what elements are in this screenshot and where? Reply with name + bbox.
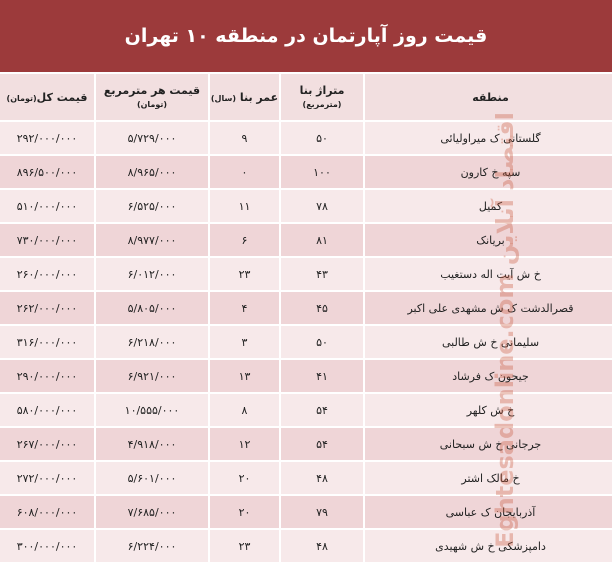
- cell-age: ۲۰: [210, 462, 279, 494]
- cell-price-sqm: ۶/۲۱۸/۰۰۰: [96, 326, 208, 358]
- cell-age: ۱۱: [210, 190, 279, 222]
- cell-total: ۷۳۰/۰۰۰/۰۰۰: [0, 224, 94, 256]
- table-row: آذربایجان ک عباسی ۷۹ ۲۰ ۷/۶۸۵/۰۰۰ ۶۰۸/۰۰۰/۰۰…: [0, 496, 612, 528]
- cell-total: ۳۱۶/۰۰۰/۰۰۰: [0, 326, 94, 358]
- cell-age: ۸: [210, 394, 279, 426]
- cell-total: ۶۰۸/۰۰۰/۰۰۰: [0, 496, 94, 528]
- cell-area: ۴۱: [281, 360, 363, 392]
- cell-region: کمیل: [365, 190, 612, 222]
- cell-age: ۶: [210, 224, 279, 256]
- cell-total: ۲۶۷/۰۰۰/۰۰۰: [0, 428, 94, 460]
- cell-region: خ ش آیت اله دستغیب: [365, 258, 612, 290]
- cell-total: ۳۰۰/۰۰۰/۰۰۰: [0, 530, 94, 562]
- cell-area: ۱۰۰: [281, 156, 363, 188]
- cell-total: ۲۶۰/۰۰۰/۰۰۰: [0, 258, 94, 290]
- table-row: گلستانی ک میراولیائی ۵۰ ۹ ۵/۷۲۹/۰۰۰ ۲۹۲/۰۰۰/…: [0, 122, 612, 154]
- table-row: جیحون ک فرشاد ۴۱ ۱۳ ۶/۹۲۱/۰۰۰ ۲۹۰/۰۰۰/۰۰۰: [0, 360, 612, 392]
- cell-area: ۷۹: [281, 496, 363, 528]
- cell-age: ۴: [210, 292, 279, 324]
- header-total: قیمت کل(تومان): [0, 74, 94, 120]
- cell-price-sqm: ۶/۵۲۵/۰۰۰: [96, 190, 208, 222]
- cell-price-sqm: ۷/۶۸۵/۰۰۰: [96, 496, 208, 528]
- cell-area: ۸۱: [281, 224, 363, 256]
- cell-price-sqm: ۸/۹۷۷/۰۰۰: [96, 224, 208, 256]
- cell-price-sqm: ۶/۹۲۱/۰۰۰: [96, 360, 208, 392]
- cell-area: ۵۴: [281, 394, 363, 426]
- cell-area: ۴۵: [281, 292, 363, 324]
- cell-region: بریانک: [365, 224, 612, 256]
- table-row: خ ش آیت اله دستغیب ۴۳ ۲۳ ۶/۰۱۲/۰۰۰ ۲۶۰/۰۰۰/۰…: [0, 258, 612, 290]
- header-area-unit: (مترمربع): [302, 100, 342, 109]
- cell-total: ۲۷۲/۰۰۰/۰۰۰: [0, 462, 94, 494]
- page-title: قیمت روز آپارتمان در منطقه ۱۰ تهران: [0, 0, 612, 72]
- cell-region: جرجانی خ ش سبحانی: [365, 428, 612, 460]
- cell-area: ۴۳: [281, 258, 363, 290]
- cell-region: قصرالدشت ک ش مشهدی علی اکبر: [365, 292, 612, 324]
- cell-area: ۵۰: [281, 326, 363, 358]
- cell-price-sqm: ۵/۸۰۵/۰۰۰: [96, 292, 208, 324]
- cell-area: ۴۸: [281, 462, 363, 494]
- header-price-sqm: قیمت هر مترمربع (تومان): [96, 74, 208, 120]
- cell-age: ۱۳: [210, 360, 279, 392]
- cell-age: ۹: [210, 122, 279, 154]
- cell-price-sqm: ۶/۰۱۲/۰۰۰: [96, 258, 208, 290]
- table-row: سپه خ کارون ۱۰۰ ۰ ۸/۹۶۵/۰۰۰ ۸۹۶/۵۰۰/۰۰۰: [0, 156, 612, 188]
- cell-region: جیحون ک فرشاد: [365, 360, 612, 392]
- cell-total: ۵۱۰/۰۰۰/۰۰۰: [0, 190, 94, 222]
- cell-region: سلیمانی خ ش طالبی: [365, 326, 612, 358]
- cell-region: سپه خ کارون: [365, 156, 612, 188]
- table-row: بریانک ۸۱ ۶ ۸/۹۷۷/۰۰۰ ۷۳۰/۰۰۰/۰۰۰: [0, 224, 612, 256]
- header-age-label: عمر بنا: [239, 90, 279, 104]
- cell-region: خ مالک اشتر: [365, 462, 612, 494]
- cell-area: ۷۸: [281, 190, 363, 222]
- table-row: قصرالدشت ک ش مشهدی علی اکبر ۴۵ ۴ ۵/۸۰۵/۰۰۰ ۲…: [0, 292, 612, 324]
- cell-age: ۳: [210, 326, 279, 358]
- cell-age: ۱۲: [210, 428, 279, 460]
- cell-total: ۲۹۰/۰۰۰/۰۰۰: [0, 360, 94, 392]
- cell-total: ۲۹۲/۰۰۰/۰۰۰: [0, 122, 94, 154]
- header-region-label: منطقه: [472, 90, 509, 104]
- cell-age: ۲۳: [210, 258, 279, 290]
- cell-price-sqm: ۵/۶۰۱/۰۰۰: [96, 462, 208, 494]
- header-total-unit: (تومان): [6, 93, 37, 103]
- header-price-sqm-unit: (تومان): [136, 100, 168, 109]
- table-row: جرجانی خ ش سبحانی ۵۴ ۱۲ ۴/۹۱۸/۰۰۰ ۲۶۷/۰۰۰/۰۰…: [0, 428, 612, 460]
- cell-region: خ ش کلهر: [365, 394, 612, 426]
- header-age-unit: (سال): [210, 93, 236, 103]
- cell-area: ۴۸: [281, 530, 363, 562]
- cell-price-sqm: ۵/۷۲۹/۰۰۰: [96, 122, 208, 154]
- cell-price-sqm: ۴/۹۱۸/۰۰۰: [96, 428, 208, 460]
- table-row: خ ش کلهر ۵۴ ۸ ۱۰/۵۵۵/۰۰۰ ۵۸۰/۰۰۰/۰۰۰: [0, 394, 612, 426]
- header-area: متراژ بنا (مترمربع): [281, 74, 363, 120]
- cell-region: دامپزشکی خ ش شهیدی: [365, 530, 612, 562]
- table-row: کمیل ۷۸ ۱۱ ۶/۵۲۵/۰۰۰ ۵۱۰/۰۰۰/۰۰۰: [0, 190, 612, 222]
- cell-age: ۰: [210, 156, 279, 188]
- header-price-sqm-label: قیمت هر مترمربع: [103, 84, 201, 97]
- table-row: خ مالک اشتر ۴۸ ۲۰ ۵/۶۰۱/۰۰۰ ۲۷۲/۰۰۰/۰۰۰: [0, 462, 612, 494]
- cell-area: ۵۴: [281, 428, 363, 460]
- table-row: دامپزشکی خ ش شهیدی ۴۸ ۲۳ ۶/۲۲۴/۰۰۰ ۳۰۰/۰۰۰/۰…: [0, 530, 612, 562]
- cell-total: ۲۶۲/۰۰۰/۰۰۰: [0, 292, 94, 324]
- cell-area: ۵۰: [281, 122, 363, 154]
- header-area-label: متراژ بنا: [299, 84, 345, 97]
- cell-price-sqm: ۶/۲۲۴/۰۰۰: [96, 530, 208, 562]
- header-age: عمر بنا (سال): [210, 74, 279, 120]
- price-table: منطقه متراژ بنا (مترمربع) عمر بنا (سال) …: [0, 72, 612, 564]
- header-row: منطقه متراژ بنا (مترمربع) عمر بنا (سال) …: [0, 74, 612, 120]
- cell-region: گلستانی ک میراولیائی: [365, 122, 612, 154]
- cell-price-sqm: ۱۰/۵۵۵/۰۰۰: [96, 394, 208, 426]
- header-region: منطقه: [365, 74, 612, 120]
- cell-age: ۲۰: [210, 496, 279, 528]
- header-total-label: قیمت کل: [36, 90, 88, 104]
- cell-age: ۲۳: [210, 530, 279, 562]
- cell-total: ۵۸۰/۰۰۰/۰۰۰: [0, 394, 94, 426]
- cell-region: آذربایجان ک عباسی: [365, 496, 612, 528]
- table-row: سلیمانی خ ش طالبی ۵۰ ۳ ۶/۲۱۸/۰۰۰ ۳۱۶/۰۰۰/۰۰۰: [0, 326, 612, 358]
- cell-price-sqm: ۸/۹۶۵/۰۰۰: [96, 156, 208, 188]
- cell-total: ۸۹۶/۵۰۰/۰۰۰: [0, 156, 94, 188]
